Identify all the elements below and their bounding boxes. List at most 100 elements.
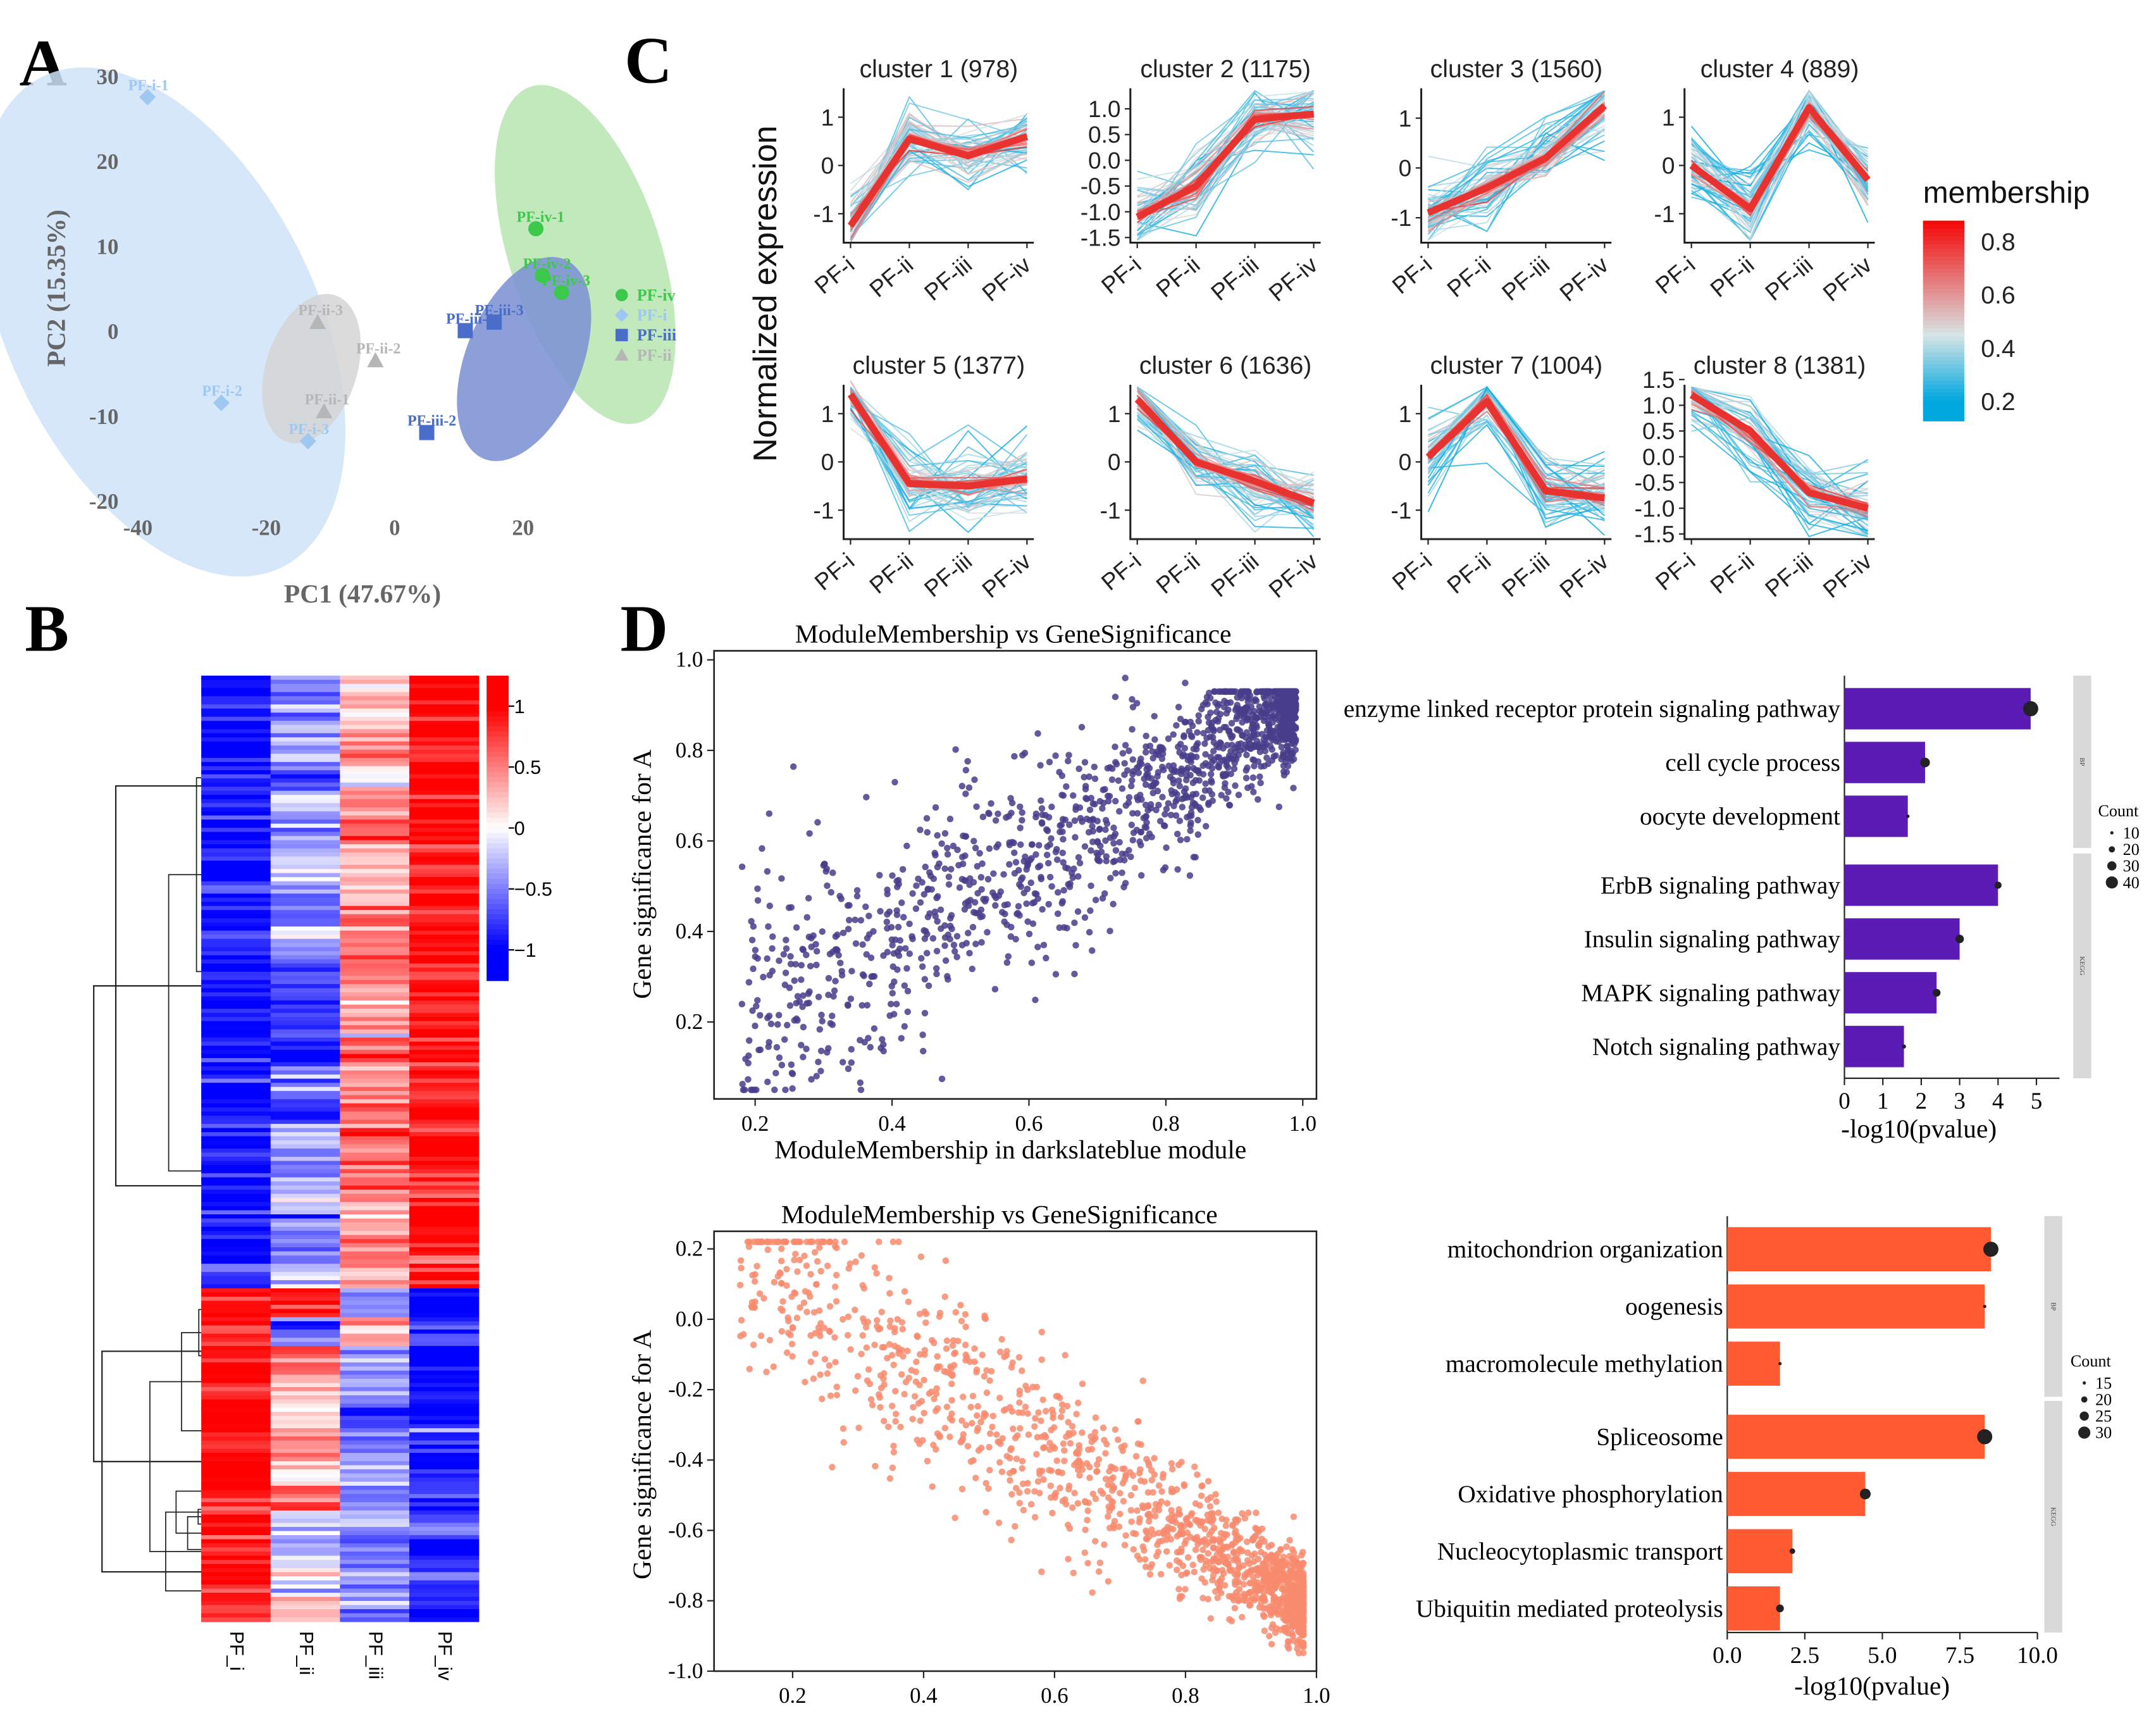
- scatter-point: [996, 1394, 1003, 1402]
- scatter-point: [1253, 1509, 1260, 1516]
- scatter-point: [813, 961, 820, 969]
- scatter-point: [1065, 1486, 1072, 1493]
- scatter-point: [1014, 1432, 1021, 1439]
- membership-step: [1923, 272, 1965, 278]
- scatter-point: [1183, 1517, 1190, 1525]
- heatmap-cell: [409, 1494, 480, 1499]
- scatter-point: [1003, 814, 1010, 821]
- heatmap-cell: [201, 1095, 271, 1100]
- heatmap-cell: [409, 1202, 480, 1207]
- pca-legend-key: [614, 348, 629, 361]
- heatmap-cell: [409, 1498, 480, 1503]
- heatmap-cell: [201, 930, 271, 936]
- scatter-point: [1168, 1460, 1175, 1467]
- mm-bottom-ylabel: Gene significance for A: [627, 1330, 656, 1579]
- heatmap-cell: [201, 1564, 271, 1569]
- scatter-point: [745, 1243, 753, 1250]
- heatmap-cell: [340, 1461, 410, 1466]
- cluster-xtick-label: PF-i: [1096, 547, 1146, 595]
- heatmap-cell: [340, 815, 410, 821]
- heatmap-cell: [270, 733, 341, 738]
- scatter-point: [932, 912, 939, 920]
- heatmap-cell: [201, 1478, 271, 1483]
- scatter-point: [934, 918, 941, 925]
- heatmap-cell: [340, 1247, 410, 1252]
- membership-step: [1923, 320, 1965, 326]
- scatter-point: [1016, 1387, 1024, 1394]
- scatter-point: [1083, 1460, 1091, 1467]
- cluster-centroid-line: [1689, 392, 1869, 512]
- scatter-point: [881, 1381, 888, 1388]
- scatter-point: [771, 1238, 778, 1245]
- scatter-point: [803, 1309, 810, 1316]
- heatmap-cell: [409, 1317, 480, 1322]
- heatmap-cell: [201, 1078, 271, 1083]
- heatmap-cell: [340, 844, 410, 849]
- scatter-point: [1062, 1352, 1069, 1359]
- heatmap-cell: [340, 1066, 410, 1071]
- heatmap-cell: [270, 1124, 341, 1129]
- heatmap-cell: [340, 897, 410, 903]
- heatmap-cell: [340, 1128, 410, 1133]
- heatmap-cell: [409, 696, 480, 701]
- scatter-point: [1091, 775, 1099, 782]
- scatter-point: [1230, 1548, 1237, 1555]
- scatter-point: [1062, 864, 1069, 871]
- heatmap-cell: [409, 831, 480, 837]
- scatter-point: [941, 830, 949, 837]
- heatmap-cell: [340, 1560, 410, 1565]
- scatter-point: [857, 917, 865, 924]
- heatmap-cell: [201, 1366, 271, 1371]
- scatter-point: [1188, 804, 1196, 811]
- colorbar-step: [486, 843, 509, 849]
- cluster-centroid-line: [1136, 110, 1315, 220]
- heatmap-cell: [340, 1190, 410, 1195]
- heatmap-cell: [270, 1231, 341, 1236]
- scatter-point: [1232, 782, 1239, 789]
- scatter-point: [1261, 747, 1269, 755]
- heatmap-cell: [340, 1062, 410, 1067]
- heatmap-cell: [270, 881, 341, 887]
- heatmap-cell: [340, 1407, 410, 1412]
- heatmap-cell: [201, 757, 271, 763]
- scatter-point: [1288, 1611, 1295, 1618]
- heatmap-cell: [409, 683, 480, 689]
- scatter-point: [816, 1026, 824, 1033]
- scatter-point: [753, 1262, 760, 1270]
- scatter-point: [1199, 762, 1206, 769]
- heatmap-cell: [270, 675, 341, 681]
- membership-step: [1923, 220, 1965, 226]
- heatmap-cell: [270, 1535, 341, 1540]
- scatter-point: [1196, 804, 1203, 811]
- heatmap-cell: [409, 893, 480, 899]
- colorbar-tick-label: −0.5: [514, 879, 552, 900]
- heatmap-cell: [409, 1440, 480, 1445]
- scatter-point: [879, 1343, 886, 1351]
- scatter-point: [922, 863, 929, 871]
- pca-ytick: -10: [89, 404, 118, 429]
- heatmap-cell: [340, 1428, 410, 1433]
- heatmap-cell: [270, 1597, 341, 1602]
- heatmap-cell: [201, 877, 271, 882]
- scatter-point: [1052, 1490, 1060, 1497]
- heatmap-cell: [340, 1070, 410, 1075]
- scatter-point: [1230, 765, 1238, 773]
- scatter-point: [1095, 1456, 1103, 1463]
- scatter-xtick-label: 0.4: [878, 1111, 906, 1136]
- scatter-point: [1038, 805, 1046, 812]
- scatter-point: [803, 914, 810, 921]
- heatmap-cell: [409, 910, 480, 915]
- heatmap-cell: [201, 1321, 271, 1326]
- heatmap-cell: [270, 897, 341, 903]
- heatmap-cell: [340, 1404, 410, 1409]
- scatter-point: [1187, 827, 1194, 835]
- scatter-point: [1033, 1450, 1040, 1458]
- heatmap-cell: [409, 811, 480, 816]
- scatter-point: [1221, 1582, 1229, 1589]
- scatter-point: [1019, 1457, 1026, 1465]
- scatter-point: [879, 1036, 886, 1043]
- scatter-point: [771, 1278, 778, 1286]
- scatter-point: [1229, 1567, 1236, 1574]
- scatter-point: [783, 945, 790, 952]
- heatmap-cell: [340, 943, 410, 948]
